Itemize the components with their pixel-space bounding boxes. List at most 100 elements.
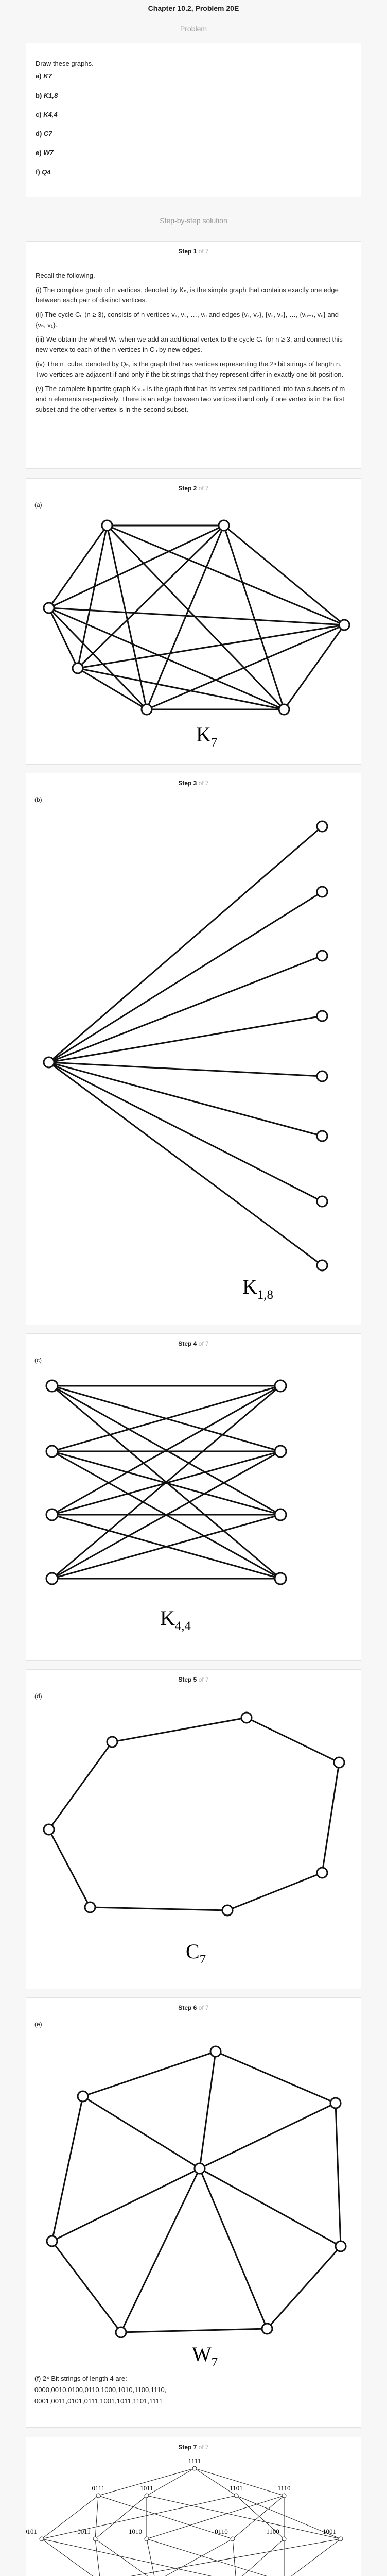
graph: 1111 0111 1011 1101 1110 0101 0011 1010 0110 1100… — [26, 2457, 343, 2576]
vertex — [115, 2326, 127, 2338]
edge — [41, 2538, 212, 2576]
step-of: of 7 — [198, 2004, 209, 2011]
recall-item: (ii) The cycle Cₙ (n ≥ 3), consists of n… — [36, 311, 339, 329]
vertex — [338, 2536, 343, 2541]
vertex — [144, 2493, 149, 2498]
vertex-label: 0011 — [77, 2528, 91, 2535]
part-label: (e) — [34, 2021, 42, 2028]
edge — [48, 607, 148, 710]
problem-item: e) W7 — [36, 149, 350, 160]
vertex — [84, 1901, 96, 1913]
item-letter: f) — [36, 168, 40, 176]
edge — [266, 2246, 342, 2329]
vertex — [329, 2097, 342, 2109]
graph-caption: K4,4 — [160, 1606, 191, 1633]
vertex — [335, 2240, 347, 2252]
vertex — [218, 519, 230, 532]
graph: K4,4 — [45, 1379, 287, 1633]
caption-main: K — [242, 1275, 257, 1298]
recall-intro: Recall the following. — [36, 272, 95, 279]
vertex — [316, 1070, 328, 1082]
vertex — [93, 2536, 98, 2541]
caption-main: K — [160, 1606, 175, 1630]
step-of: of 7 — [198, 1340, 209, 1347]
vertex-label: 1100 — [266, 2528, 279, 2535]
edge — [165, 2538, 233, 2576]
vertex — [316, 1259, 328, 1272]
prompt: Draw these graphs. — [36, 60, 94, 67]
edge — [106, 525, 148, 710]
step-label: Step 2 — [178, 485, 197, 492]
bit-string-line: 0001,0011,0101,0111,1001,1011,1101,1111 — [34, 2397, 163, 2405]
edge — [48, 1829, 91, 1908]
edge — [120, 2328, 268, 2333]
edge — [48, 607, 79, 669]
caption-sub: 7 — [212, 2355, 218, 2369]
edge — [77, 667, 147, 710]
edge — [146, 2495, 285, 2539]
step-of: of 7 — [198, 248, 209, 255]
edge — [82, 2095, 200, 2170]
edge — [48, 1061, 323, 1077]
step-of: of 7 — [198, 779, 209, 787]
edge — [194, 2468, 237, 2496]
vertex — [316, 820, 328, 833]
item-letter: b) — [36, 92, 42, 99]
edge — [48, 1061, 323, 1202]
problem-label: Problem — [180, 25, 207, 33]
edge — [51, 2241, 122, 2333]
step-label: Step 7 — [178, 2444, 197, 2451]
step-of: of 7 — [198, 485, 209, 492]
step-header: Step 2 of 7 — [26, 485, 361, 492]
item-letter: a) — [36, 72, 42, 80]
item-graph: K7 — [43, 72, 52, 80]
edge — [51, 1385, 281, 1580]
edge — [146, 2495, 341, 2539]
vertex — [144, 2536, 149, 2541]
caption-main: C — [186, 1940, 200, 1963]
item-graph: K4,4 — [43, 111, 58, 118]
edge — [48, 1061, 323, 1266]
edge — [98, 2495, 233, 2539]
vertex — [194, 2162, 206, 2175]
edge — [48, 1015, 323, 1063]
item-letter: d) — [36, 130, 42, 138]
step-label: Step 1 — [178, 248, 197, 255]
edge — [146, 525, 225, 710]
vertex — [282, 2493, 287, 2498]
edge — [131, 2538, 341, 2576]
step-box: Step 1 of 7 Recall the following. (i) Th… — [26, 241, 361, 469]
vertex — [274, 1572, 287, 1585]
caption-sub: 4,4 — [175, 1619, 191, 1633]
vertex — [316, 1130, 328, 1142]
edge — [146, 2538, 155, 2576]
part-label: (f) — [34, 2375, 41, 2382]
edge — [51, 1514, 281, 1580]
vertex — [221, 1904, 234, 1917]
edge — [77, 667, 285, 710]
caption-sub: 1,8 — [257, 1288, 273, 1302]
edge — [48, 825, 323, 1063]
vertex — [43, 1823, 55, 1836]
vertex — [261, 2323, 273, 2335]
step-box: Step 7 of 711110111101111011110010100111… — [26, 2437, 361, 2576]
graph: K7 — [43, 519, 350, 750]
vertex — [77, 2090, 89, 2103]
bit-strings-text: 2⁴ Bit strings of length 4 are: — [42, 2375, 127, 2382]
edge — [41, 2538, 93, 2576]
item-graph: Q4 — [42, 168, 51, 176]
edge — [120, 2168, 201, 2333]
edge — [321, 1762, 340, 1873]
edge — [146, 624, 345, 710]
vertex — [240, 1711, 253, 1724]
edge — [112, 1717, 247, 1743]
vertex-label: 1111 — [188, 2457, 201, 2465]
item-letter: c) — [36, 111, 42, 118]
vertex-label: 0101 — [26, 2528, 37, 2535]
bit-strings: (f) 2⁴ Bit strings of length 4 are: 0000,… — [34, 2373, 166, 2407]
edge — [51, 2096, 84, 2242]
vertex — [101, 519, 113, 532]
edge — [48, 607, 345, 626]
edge — [107, 524, 345, 626]
graph-caption: K1,8 — [242, 1275, 273, 1302]
